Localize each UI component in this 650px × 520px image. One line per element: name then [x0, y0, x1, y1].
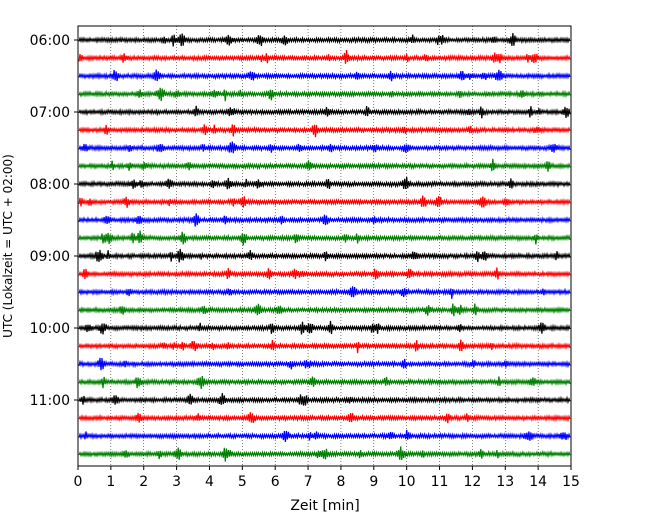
seismogram-traces [78, 33, 571, 462]
trace-0730 [78, 141, 571, 154]
x-tick-label: 8 [336, 474, 345, 490]
trace-1030 [78, 357, 571, 371]
y-axis-label: UTC (Lokalzeit = UTC + 02:00) [1, 154, 15, 338]
x-tick-label: 13 [496, 474, 514, 490]
x-axis-ticks: 0 1 2 3 4 5 6 7 8 9 10 11 12 13 14 15 [74, 466, 580, 490]
trace-1145 [78, 446, 571, 462]
x-tick-label: 6 [271, 474, 280, 490]
x-tick-label: 11 [431, 474, 449, 490]
trace-1130 [78, 429, 571, 442]
trace-0830 [78, 213, 571, 227]
trace-0930 [78, 286, 571, 299]
y-tick-label: 09:00 [30, 249, 70, 265]
x-tick-label: 2 [139, 474, 148, 490]
x-tick-label: 4 [205, 474, 214, 490]
trace-0645 [78, 87, 571, 102]
y-axis-ticks: 06:00 07:00 08:00 09:00 10:00 11:00 [30, 33, 78, 409]
trace-0800 [78, 176, 571, 190]
trace-0600 [78, 33, 571, 47]
plot-frame [77, 25, 572, 467]
x-tick-label: 1 [106, 474, 115, 490]
x-tick-label: 3 [172, 474, 181, 490]
x-tick-label: 0 [74, 474, 83, 490]
x-tick-label: 15 [562, 474, 580, 490]
x-tick-label: 5 [238, 474, 247, 490]
trace-0845 [78, 230, 571, 246]
x-tick-label: 7 [304, 474, 313, 490]
y-tick-label: 11:00 [30, 393, 70, 409]
trace-0945 [78, 303, 571, 317]
x-tick-label: 10 [398, 474, 416, 490]
trace-0900 [78, 248, 571, 263]
grid-lines [110, 26, 539, 466]
y-tick-label: 08:00 [30, 177, 70, 193]
trace-0700 [78, 105, 571, 119]
x-tick-label: 9 [369, 474, 378, 490]
x-axis-label: Zeit [min] [290, 498, 359, 514]
trace-1115 [78, 412, 571, 424]
trace-0615 [78, 50, 571, 64]
trace-1015 [78, 339, 571, 354]
trace-0630 [78, 69, 571, 82]
trace-1000 [78, 320, 571, 335]
y-tick-label: 10:00 [30, 321, 70, 337]
y-tick-label: 06:00 [30, 33, 70, 49]
trace-1045 [78, 376, 571, 390]
x-tick-label: 14 [529, 474, 547, 490]
trace-0715 [78, 124, 571, 138]
trace-0915 [78, 267, 571, 280]
trace-0745 [78, 158, 571, 172]
y-tick-label: 07:00 [30, 105, 70, 121]
x-tick-label: 12 [463, 474, 481, 490]
trace-0815 [78, 195, 571, 208]
trace-1100 [78, 393, 571, 406]
